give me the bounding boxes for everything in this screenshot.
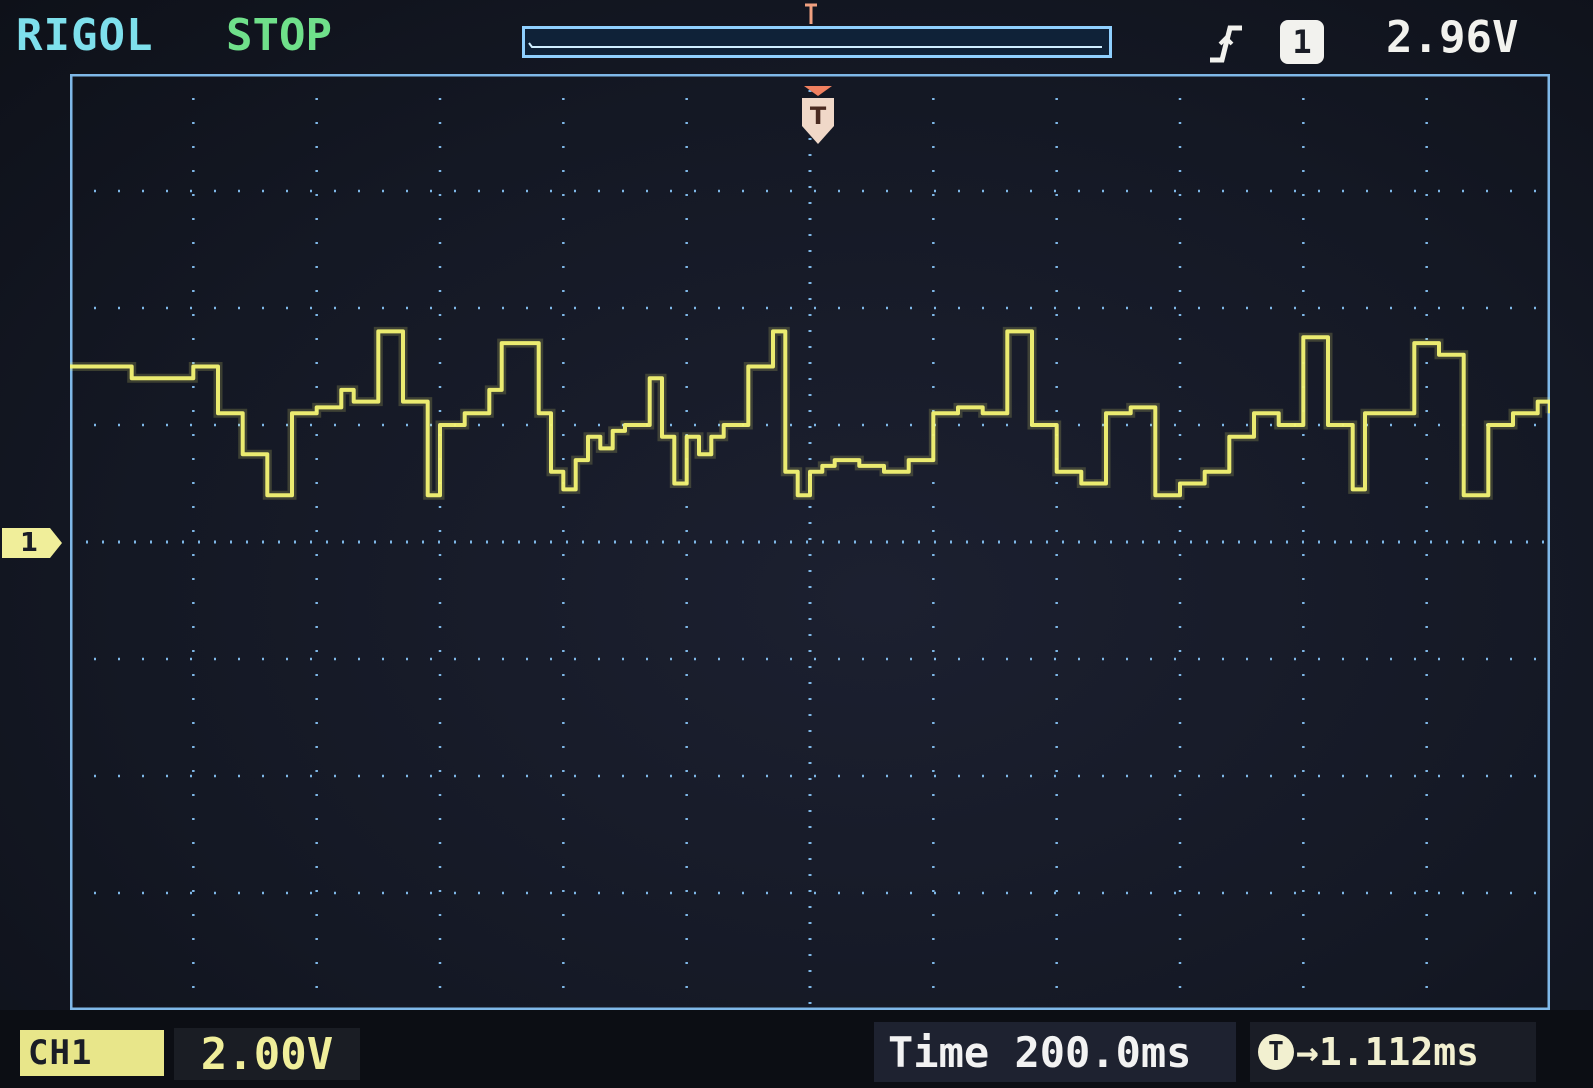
trigger-source-badge: 1 [1280, 20, 1324, 64]
trigger-marker-label: T [810, 102, 827, 130]
channel-1-trace [70, 326, 1550, 500]
channel-1-volts-per-div[interactable]: 2.00V [174, 1028, 360, 1080]
timebase-label: Time [888, 1027, 990, 1077]
ground-marker-label: 1 [20, 528, 39, 558]
brand-logo: RIGOL [16, 10, 154, 61]
trigger-level-readout: 2.96V [1386, 12, 1519, 63]
channel-1-ground-marker[interactable] [0, 526, 64, 560]
grid-lines [70, 74, 1550, 1010]
trigger-offset-value: 1.112ms [1318, 1030, 1480, 1074]
trigger-offset-readout[interactable]: T → 1.112ms [1250, 1022, 1536, 1082]
trigger-position-marker[interactable]: T [796, 84, 840, 148]
timebase-readout[interactable]: Time 200.0ms [874, 1022, 1236, 1082]
channel-1-badge[interactable]: CH1 [20, 1030, 164, 1076]
trigger-position-top-icon [805, 3, 817, 24]
waveform-graticule[interactable] [70, 74, 1550, 1010]
memory-depth-bar [522, 26, 1112, 58]
timebase-value: 200.0ms [1014, 1027, 1192, 1077]
rising-edge-icon [1210, 25, 1242, 63]
trace-glow-1 [70, 326, 1550, 500]
trigger-offset-icon: T [1258, 1034, 1294, 1070]
run-state-indicator[interactable]: STOP [226, 10, 332, 61]
memory-waveform-preview [528, 42, 1102, 48]
trace-series-1 [70, 329, 1550, 498]
graticule-border [70, 74, 1550, 1010]
arrow-right-icon: → [1296, 1030, 1319, 1074]
